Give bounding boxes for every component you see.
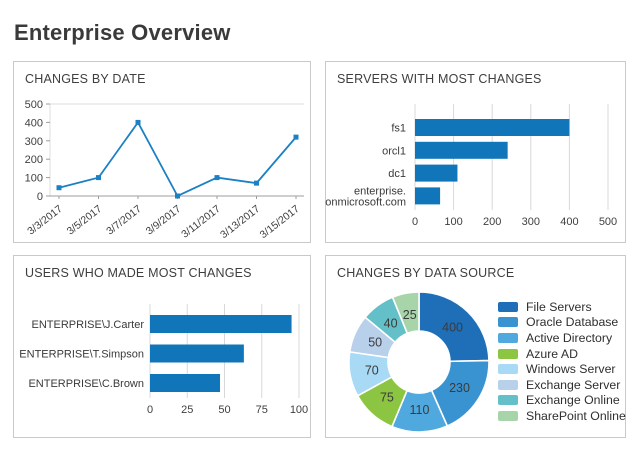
slice-value-label: 400: [442, 321, 463, 335]
svg-text:400: 400: [560, 216, 578, 228]
legend-item-exchange-online: Exchange Online: [498, 393, 626, 409]
legend-label: Azure AD: [526, 346, 578, 361]
category-label: ENTERPRISE\C.Brown: [28, 378, 144, 390]
x-tick-label: 3/9/2017: [144, 203, 184, 238]
data-point-marker: [135, 119, 141, 125]
svg-text:0: 0: [147, 404, 153, 416]
panel-title-servers: SERVERS WITH MOST CHANGES: [337, 72, 542, 86]
panel-title-users: USERS WHO MADE MOST CHANGES: [25, 266, 252, 280]
bar: [415, 164, 458, 182]
x-tick-label: 3/11/2017: [179, 203, 223, 241]
data-point-marker: [214, 175, 220, 181]
svg-text:100: 100: [290, 404, 308, 416]
servers-bar-chart[interactable]: 0 100 200 300 400 500 fs1 orcl1 dc1 enterprise.on…: [325, 98, 625, 242]
slice-value-label: 40: [384, 316, 398, 330]
legend-swatch: [498, 364, 518, 375]
legend-swatch: [498, 410, 518, 421]
legend-label: Exchange Online: [526, 393, 620, 408]
category-label: ENTERPRISE\J.Carter: [32, 319, 145, 331]
bar: [415, 187, 441, 205]
slice-value-label: 50: [368, 335, 382, 349]
changes-by-date-line-chart[interactable]: 0 100 200 300 400 500 3/3/2017 3/5/2017 3/7/2017…: [16, 92, 310, 242]
legend-label: Active Directory: [526, 330, 613, 345]
category-label: onmicrosoft.com: [325, 196, 406, 208]
panel-users-who-made-most-changes: USERS WHO MADE MOST CHANGES 0 25 50 75 100 EN…: [13, 255, 311, 438]
slice-value-label: 70: [365, 364, 379, 378]
category-label: fs1: [391, 123, 406, 135]
x-tick-label: 3/3/2017: [25, 203, 65, 238]
svg-text:200: 200: [25, 154, 43, 166]
svg-text:500: 500: [599, 216, 617, 228]
legend-item-active-directory: Active Directory: [498, 330, 626, 346]
donut-slice-sharepoint-online: [391, 291, 420, 335]
legend-swatch: [498, 332, 518, 343]
panel-servers-with-most-changes: SERVERS WITH MOST CHANGES 0 100 200 300 400 5…: [325, 61, 626, 243]
bar: [150, 344, 244, 363]
bar: [415, 141, 508, 159]
page-title: Enterprise Overview: [14, 20, 231, 45]
category-label: ENTERPRISE\T.Simpson: [19, 349, 144, 361]
slice-value-label: 230: [449, 381, 470, 395]
panel-title-changes-by-date: CHANGES BY DATE: [25, 72, 146, 86]
data-point-marker: [254, 180, 259, 186]
users-bar-chart[interactable]: 0 25 50 75 100 ENTERPRISE\J.Carter ENTERPRISE\…: [16, 296, 310, 436]
data-point-marker: [96, 175, 101, 181]
category-label: dc1: [388, 168, 406, 180]
legend-swatch: [498, 301, 518, 312]
legend-item-oracle-database: Oracle Database: [498, 315, 626, 331]
data-point-marker: [293, 134, 299, 140]
slice-value-label: 25: [403, 308, 417, 322]
legend-label: Oracle Database: [526, 315, 619, 330]
legend-swatch: [498, 379, 518, 390]
svg-text:500: 500: [25, 99, 43, 111]
category-label: orcl1: [382, 145, 406, 157]
svg-text:300: 300: [522, 216, 540, 228]
category-label: enterprise.: [354, 185, 406, 197]
legend-item-exchange-server: Exchange Server: [498, 377, 626, 393]
donut-slice-file-servers: [418, 291, 490, 363]
legend-item-file-servers: File Servers: [498, 299, 626, 315]
svg-text:0: 0: [412, 216, 418, 228]
legend-swatch: [498, 317, 518, 328]
legend-label: Exchange Server: [526, 377, 621, 392]
svg-text:75: 75: [256, 404, 268, 416]
data-point-marker: [175, 193, 180, 199]
legend-label: Windows Server: [526, 362, 616, 377]
svg-text:100: 100: [25, 173, 43, 185]
svg-text:300: 300: [25, 136, 43, 148]
x-tick-label: 3/7/2017: [104, 203, 144, 238]
panel-changes-by-date: CHANGES BY DATE 0 100 200 300 400 500 3/3/2017…: [13, 61, 311, 243]
legend-item-windows-server: Windows Server: [498, 361, 626, 377]
svg-text:50: 50: [218, 404, 230, 416]
x-tick-label: 3/15/2017: [258, 203, 302, 241]
bar: [415, 119, 570, 136]
svg-text:400: 400: [25, 117, 43, 129]
panel-title-data-source: CHANGES BY DATA SOURCE: [337, 266, 515, 280]
x-tick-label: 3/13/2017: [218, 203, 262, 241]
bar: [150, 315, 292, 333]
legend-label: File Servers: [526, 299, 592, 314]
slice-value-label: 75: [380, 391, 394, 405]
line-series: [58, 120, 297, 198]
svg-text:100: 100: [444, 216, 462, 228]
slice-value-label: 110: [410, 403, 430, 417]
svg-text:25: 25: [181, 404, 193, 416]
legend-swatch: [498, 348, 518, 359]
data-source-legend: File Servers Oracle Database Active Direct…: [498, 299, 626, 424]
legend-label: SharePoint Online: [526, 408, 626, 423]
bar: [150, 374, 221, 392]
legend-item-azure-ad: Azure AD: [498, 346, 626, 362]
data-point-marker: [56, 185, 62, 191]
legend-item-sharepoint-online: SharePoint Online: [498, 408, 626, 424]
panel-changes-by-data-source: CHANGES BY DATA SOURCE 400 230 110 75 70 50 40…: [325, 255, 626, 438]
x-tick-label: 3/5/2017: [65, 203, 105, 238]
svg-text:0: 0: [37, 191, 43, 203]
legend-swatch: [498, 395, 518, 406]
svg-text:200: 200: [483, 216, 501, 228]
